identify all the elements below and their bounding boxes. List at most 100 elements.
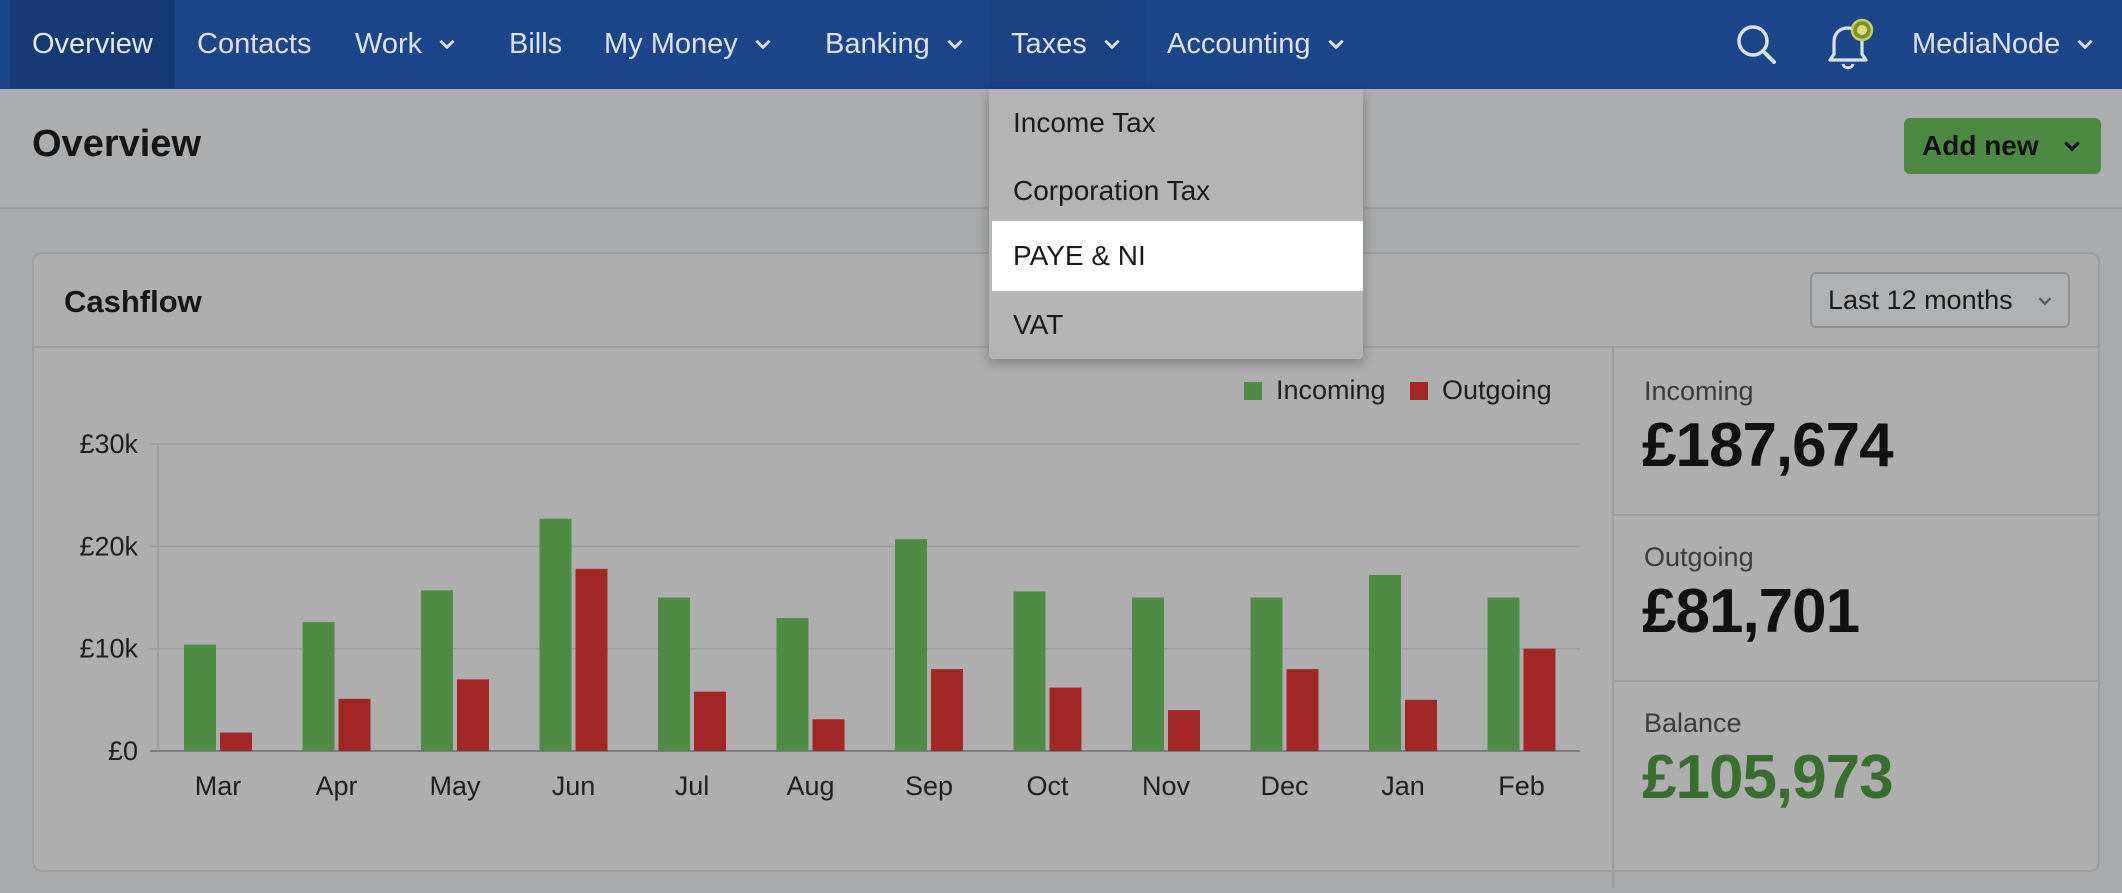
nav-bills[interactable]: Bills: [487, 0, 584, 88]
bar-outgoing-may: [457, 679, 489, 751]
nav-work[interactable]: Work: [333, 0, 480, 88]
x-tick-label: Mar: [195, 771, 242, 801]
x-tick-label: Nov: [1142, 771, 1191, 801]
y-tick-label: £0: [108, 736, 138, 766]
x-tick-label: Jul: [675, 771, 710, 801]
cashflow-chart-area: £0 £10k £20k £30k Mar Apr May Jun Jul Aug Sep Oct No…: [34, 348, 1612, 888]
menu-item-paye-ni[interactable]: PAYE & NI: [992, 221, 1363, 291]
nav-work-label: Work: [355, 27, 423, 60]
bar-outgoing-feb: [1523, 648, 1556, 751]
chevron-down-icon: [1104, 39, 1120, 50]
y-tick-label: £20k: [79, 531, 138, 561]
bar-outgoing-mar: [220, 732, 252, 751]
bar-outgoing-sep: [931, 669, 963, 751]
stat-incoming-label: Incoming: [1644, 376, 1754, 406]
bar-incoming-oct: [1013, 591, 1046, 751]
bar-incoming-mar: [184, 644, 216, 751]
stat-balance: Balance £105,973: [1614, 680, 2100, 846]
nav-bills-label: Bills: [509, 27, 563, 60]
chevron-down-icon: [755, 39, 771, 50]
x-tick-label: Jan: [1381, 771, 1425, 801]
nav-accounting-label: Accounting: [1167, 27, 1311, 60]
bar-incoming-aug: [776, 617, 809, 751]
nav-my-money-label: My Money: [604, 27, 738, 60]
menu-item-label: PAYE & NI: [1013, 240, 1146, 271]
stat-outgoing-label: Outgoing: [1644, 542, 1754, 572]
x-tick-label: Feb: [1498, 771, 1545, 801]
menu-item-corporation-tax[interactable]: Corporation Tax: [989, 157, 1363, 225]
bar-incoming-sep: [895, 539, 927, 751]
x-tick-label: May: [429, 771, 481, 801]
bar-incoming-dec: [1250, 597, 1283, 751]
chevron-down-icon: [1327, 39, 1344, 50]
stat-outgoing-value: £81,701: [1642, 577, 1860, 646]
add-new-button[interactable]: Add new: [1904, 118, 2101, 174]
x-tick-label: Apr: [315, 771, 357, 801]
menu-item-income-tax[interactable]: Income Tax: [989, 89, 1363, 157]
bar-incoming-feb: [1487, 597, 1520, 751]
bar-outgoing-jun: [575, 568, 608, 751]
stat-balance-value: £105,973: [1642, 743, 1894, 812]
menu-item-vat[interactable]: VAT: [989, 291, 1363, 359]
x-tick-label: Oct: [1026, 771, 1069, 801]
period-select[interactable]: Last 12 months: [1810, 272, 2070, 328]
bar-outgoing-apr: [338, 698, 371, 751]
menu-item-label: VAT: [1013, 309, 1064, 340]
page-title: Overview: [32, 123, 201, 165]
y-tick-label: £30k: [79, 429, 138, 459]
bar-outgoing-oct: [1049, 687, 1082, 751]
legend-label-outgoing: Outgoing: [1442, 375, 1552, 405]
nav-contacts[interactable]: Contacts: [175, 0, 333, 88]
menu-item-label: Income Tax: [1013, 107, 1156, 138]
chevron-down-icon: [947, 39, 963, 50]
menu-item-label: Corporation Tax: [1013, 175, 1211, 206]
bar-outgoing-jul: [694, 691, 726, 751]
x-tick-label: Sep: [905, 771, 953, 801]
x-tick-label: Dec: [1260, 771, 1308, 801]
bar-incoming-jul: [658, 597, 690, 751]
legend-swatch-outgoing: [1410, 382, 1428, 400]
chevron-down-icon: [439, 39, 455, 50]
add-new-label: Add new: [1922, 130, 2039, 161]
taxes-dropdown-menu: Income Tax Corporation Tax PAYE & NI VAT: [989, 89, 1363, 359]
nav-taxes-label: Taxes: [1011, 27, 1087, 60]
nav-taxes[interactable]: Taxes: [989, 0, 1145, 88]
stat-incoming: Incoming £187,674: [1614, 348, 2100, 516]
nav-contacts-label: Contacts: [197, 27, 312, 60]
cashflow-title: Cashflow: [64, 284, 202, 319]
search-icon[interactable]: [1730, 0, 1782, 88]
y-tick-label: £10k: [79, 634, 138, 664]
account-name: MediaNode: [1912, 27, 2061, 60]
bar-incoming-may: [421, 590, 453, 751]
bar-outgoing-dec: [1286, 669, 1319, 751]
chevron-down-icon: [2038, 297, 2052, 306]
nav-banking[interactable]: Banking: [803, 0, 988, 88]
stat-incoming-value: £187,674: [1642, 411, 1894, 480]
nav-overview[interactable]: Overview: [10, 0, 175, 88]
cashflow-stats: Incoming £187,674 Outgoing £81,701 Balan…: [1612, 348, 2102, 888]
nav-overview-label: Overview: [32, 27, 153, 60]
nav-accounting[interactable]: Accounting: [1145, 0, 1369, 88]
period-select-value: Last 12 months: [1828, 284, 2013, 315]
x-tick-label: Aug: [786, 771, 834, 801]
legend-label-incoming: Incoming: [1276, 375, 1386, 405]
stat-outgoing: Outgoing £81,701: [1614, 514, 2100, 682]
x-tick-label: Jun: [552, 771, 596, 801]
bell-icon[interactable]: [1818, 0, 1878, 88]
nav-banking-label: Banking: [825, 27, 930, 60]
top-navigation-bar: Overview Contacts Work Bills My Money Ba…: [0, 0, 2122, 90]
bar-incoming-jan: [1369, 574, 1401, 751]
bar-incoming-jun: [539, 518, 572, 751]
cashflow-chart: £0 £10k £20k £30k Mar Apr May Jun Jul Aug Sep Oct No…: [79, 375, 1580, 801]
bar-outgoing-aug: [812, 719, 845, 751]
chevron-down-icon: [2064, 141, 2080, 152]
cashflow-card-header: Cashflow Last 12 months: [34, 254, 2098, 348]
stat-balance-label: Balance: [1644, 708, 1742, 738]
bar-outgoing-nov: [1168, 710, 1200, 751]
account-menu[interactable]: MediaNode: [1890, 0, 2118, 88]
bar-outgoing-jan: [1405, 699, 1437, 751]
bar-incoming-apr: [302, 622, 335, 751]
legend-swatch-incoming: [1244, 382, 1262, 400]
nav-my-money[interactable]: My Money: [582, 0, 796, 88]
chevron-down-icon: [2077, 39, 2093, 50]
